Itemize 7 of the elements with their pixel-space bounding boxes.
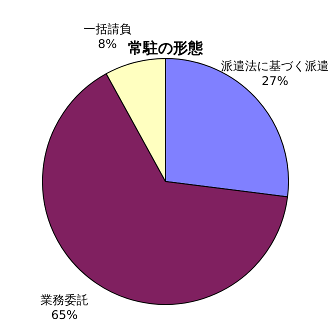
text: 常駐の形態 bbox=[128, 38, 204, 57]
data-label: 65% bbox=[51, 308, 78, 322]
slice-label: 業務委託 bbox=[40, 292, 88, 307]
data-label: 27% bbox=[262, 74, 288, 88]
slice-label: 派遣法に基づく派遣 bbox=[221, 59, 329, 74]
slice-label: 一括請負 bbox=[83, 22, 132, 36]
data-label: 8% bbox=[98, 37, 117, 52]
